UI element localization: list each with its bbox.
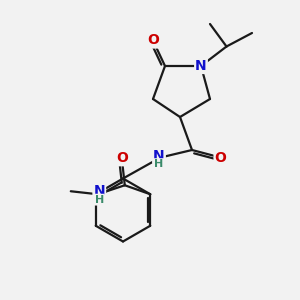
Text: N: N xyxy=(153,149,165,163)
Text: O: O xyxy=(147,34,159,47)
Text: H: H xyxy=(95,195,104,205)
Text: O: O xyxy=(116,151,128,165)
Text: O: O xyxy=(214,151,226,164)
Text: N: N xyxy=(94,184,105,198)
Text: N: N xyxy=(195,59,207,73)
Text: H: H xyxy=(154,159,164,169)
